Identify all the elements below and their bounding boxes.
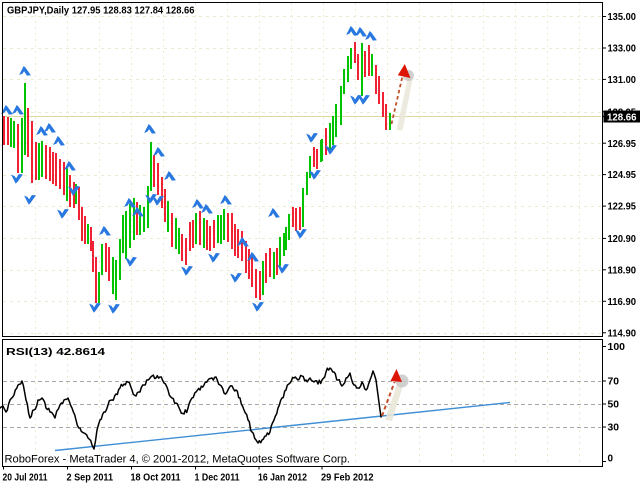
svg-text:RoboForex - MetaTrader 4, © 20: RoboForex - MetaTrader 4, © 2001-2012, M… bbox=[5, 454, 351, 466]
svg-text:0: 0 bbox=[608, 453, 614, 465]
svg-text:126.95: 126.95 bbox=[608, 138, 637, 150]
svg-text:50: 50 bbox=[608, 399, 620, 411]
svg-text:135.00: 135.00 bbox=[608, 11, 637, 23]
svg-text:118.90: 118.90 bbox=[608, 264, 637, 276]
svg-text:70: 70 bbox=[608, 376, 620, 388]
svg-text:100: 100 bbox=[608, 341, 626, 353]
svg-text:29 Feb 2012: 29 Feb 2012 bbox=[321, 471, 374, 483]
svg-text:1 Dec 2011: 1 Dec 2011 bbox=[195, 471, 240, 483]
svg-text:114.90: 114.90 bbox=[608, 327, 637, 339]
svg-text:GBPJPY,Daily 127.95 128.83 127: GBPJPY,Daily 127.95 128.83 127.84 128.66 bbox=[7, 5, 195, 17]
svg-text:18 Oct 2011: 18 Oct 2011 bbox=[131, 471, 181, 483]
svg-text:122.95: 122.95 bbox=[608, 201, 637, 213]
svg-text:128.66: 128.66 bbox=[607, 111, 637, 123]
svg-text:116.90: 116.90 bbox=[608, 296, 637, 308]
svg-text:124.95: 124.95 bbox=[608, 169, 637, 181]
svg-text:30: 30 bbox=[608, 422, 620, 434]
svg-text:2 Sep 2011: 2 Sep 2011 bbox=[67, 471, 114, 483]
svg-text:131.00: 131.00 bbox=[608, 74, 637, 86]
svg-text:16 Jan 2012: 16 Jan 2012 bbox=[258, 471, 307, 483]
svg-text:20 Jul 2011: 20 Jul 2011 bbox=[3, 471, 48, 483]
svg-text:133.00: 133.00 bbox=[608, 43, 637, 55]
svg-text:120.90: 120.90 bbox=[608, 233, 637, 245]
svg-text:RSI(13) 42.8614: RSI(13) 42.8614 bbox=[6, 346, 105, 358]
